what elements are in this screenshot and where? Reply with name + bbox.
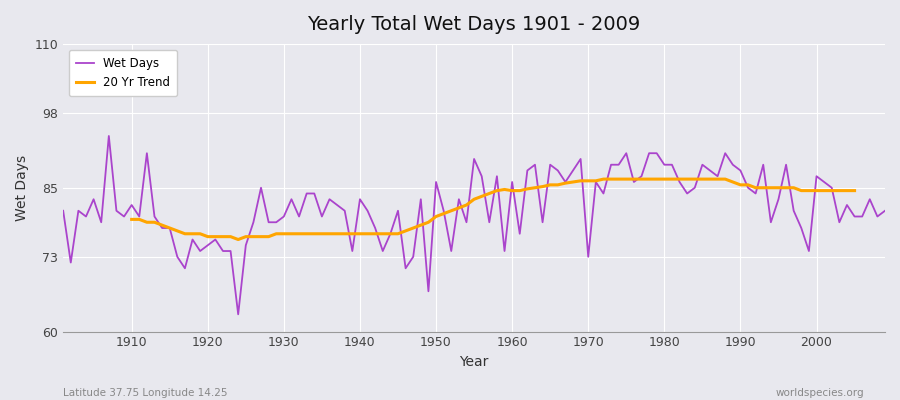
20 Yr Trend xyxy=(225,234,236,239)
20 Yr Trend xyxy=(126,217,137,222)
20 Yr Trend xyxy=(598,177,608,182)
20 Yr Trend xyxy=(522,186,533,191)
Legend: Wet Days, 20 Yr Trend: Wet Days, 20 Yr Trend xyxy=(69,50,177,96)
Wet Days xyxy=(58,208,68,213)
Wet Days xyxy=(346,249,357,254)
Wet Days xyxy=(879,208,890,213)
Text: Latitude 37.75 Longitude 14.25: Latitude 37.75 Longitude 14.25 xyxy=(63,388,228,398)
20 Yr Trend xyxy=(233,237,244,242)
Wet Days xyxy=(613,162,624,167)
Title: Yearly Total Wet Days 1901 - 2009: Yearly Total Wet Days 1901 - 2009 xyxy=(308,15,641,34)
Wet Days xyxy=(514,231,525,236)
X-axis label: Year: Year xyxy=(459,355,489,369)
20 Yr Trend xyxy=(500,187,510,192)
Wet Days xyxy=(522,168,533,173)
Line: 20 Yr Trend: 20 Yr Trend xyxy=(131,179,855,240)
20 Yr Trend xyxy=(804,188,814,193)
Wet Days xyxy=(104,134,114,138)
Wet Days xyxy=(302,191,312,196)
20 Yr Trend xyxy=(850,188,860,193)
20 Yr Trend xyxy=(339,231,350,236)
Y-axis label: Wet Days: Wet Days xyxy=(15,155,29,221)
20 Yr Trend xyxy=(446,208,456,213)
Wet Days xyxy=(126,202,137,207)
Line: Wet Days: Wet Days xyxy=(63,136,885,314)
Text: worldspecies.org: worldspecies.org xyxy=(776,388,864,398)
Wet Days xyxy=(233,312,244,317)
